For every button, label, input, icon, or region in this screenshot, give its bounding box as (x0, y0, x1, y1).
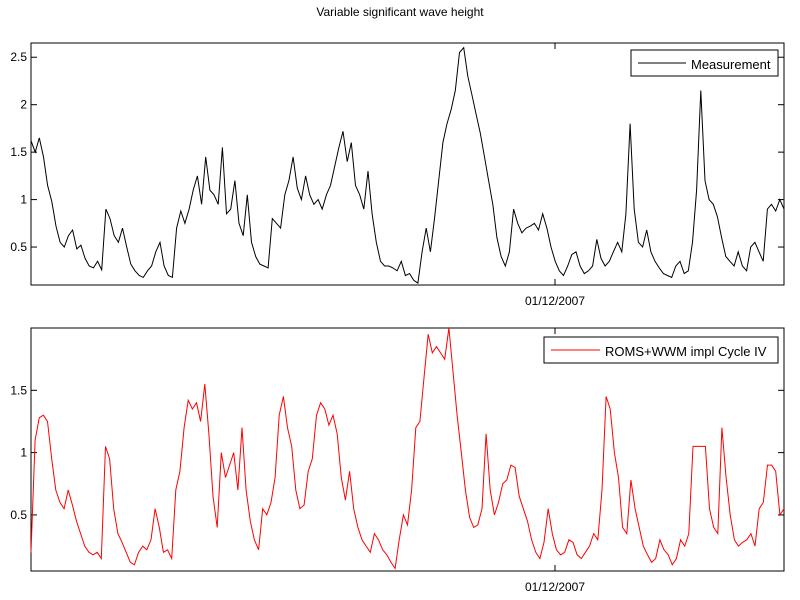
top-y-tick-label: 1.5 (10, 145, 27, 159)
bottom-legend: ROMS+WWM impl Cycle IV (543, 336, 779, 364)
bottom-plot-area (30, 327, 785, 572)
bottom-panel: 0.5 1 1.5 01/12/2007 ROMS+WWM impl Cycle I… (10, 327, 785, 594)
roms-wwm-line (30, 327, 785, 570)
top-y-tick-label: 2.5 (10, 50, 27, 64)
bottom-y-tick-label: 0.5 (10, 508, 27, 522)
top-x-axis: 01/12/2007 (525, 43, 585, 308)
top-y-axis: 0.5 1 1.5 2 2.5 (10, 50, 784, 254)
bottom-x-tick-label: 01/12/2007 (525, 580, 585, 594)
top-y-tick-label: 1 (20, 193, 27, 207)
top-legend: Measurement (630, 49, 779, 77)
bottom-y-tick-label: 1 (20, 446, 27, 460)
bottom-y-axis: 0.5 1 1.5 (10, 383, 784, 522)
top-y-tick-label: 2 (20, 98, 27, 112)
top-y-tick-label: 0.5 (10, 240, 27, 254)
bottom-y-tick-label: 1.5 (10, 383, 27, 397)
top-legend-label: Measurement (691, 57, 771, 72)
top-x-tick-label: 01/12/2007 (525, 294, 585, 308)
figure-title: Variable significant wave height (316, 5, 484, 19)
top-panel: 0.5 1 1.5 2 2.5 01/12/2007 Measurement (10, 42, 785, 308)
bottom-legend-label: ROMS+WWM impl Cycle IV (605, 344, 767, 359)
measurement-line (30, 46, 785, 284)
top-plot-area (30, 42, 785, 286)
bottom-x-axis: 01/12/2007 (525, 328, 585, 594)
